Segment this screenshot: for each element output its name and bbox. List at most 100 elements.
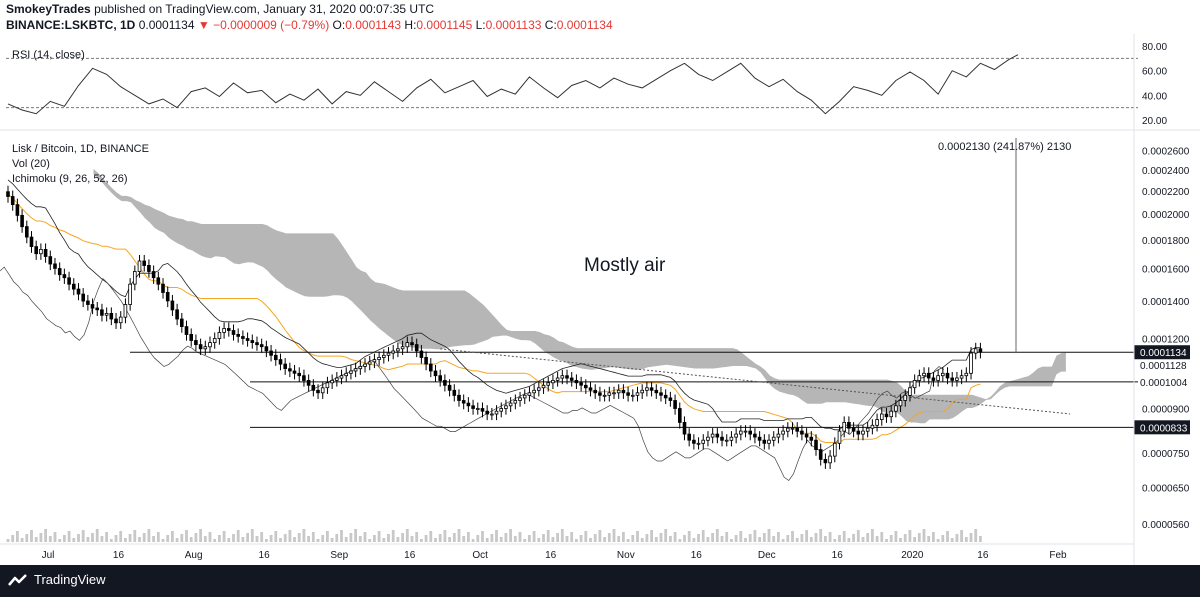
volume-bar	[889, 535, 893, 542]
candle-body	[142, 260, 147, 266]
volume-bar	[838, 535, 841, 542]
volume-bar	[241, 537, 245, 542]
x-tick-label: 16	[977, 550, 989, 561]
volume-bar	[133, 530, 137, 542]
candle-body	[678, 408, 682, 423]
rsi-line	[7, 54, 1019, 115]
x-tick-label: 16	[691, 550, 703, 561]
volume-bar	[387, 534, 390, 542]
candle-body	[837, 430, 842, 444]
candle-body	[198, 344, 203, 350]
volume-bar	[377, 531, 381, 542]
annotation-mostly-air: Mostly air	[584, 255, 666, 276]
candle-body	[161, 283, 165, 293]
volume-bar	[861, 537, 865, 542]
volume-bar	[913, 537, 916, 542]
volume-bar	[363, 532, 367, 542]
candle-body	[569, 377, 574, 381]
candle-body	[62, 274, 67, 279]
volume-bar	[321, 535, 325, 542]
volume-bar	[326, 531, 329, 542]
volume-bar	[344, 537, 348, 542]
main-title: Lisk / Bitcoin, 1D, BINANCE	[12, 143, 149, 155]
volume-bar	[908, 530, 912, 542]
volume-bar	[457, 529, 461, 542]
volume-bar	[791, 531, 794, 542]
volume-bar	[72, 538, 76, 542]
volume-bar	[899, 538, 902, 542]
volume-bar	[560, 529, 564, 542]
volume-bar	[885, 539, 888, 542]
volume-bar	[250, 529, 254, 542]
x-tick-label: Jul	[42, 550, 55, 561]
volume-bar	[6, 539, 10, 542]
candle-body	[818, 449, 823, 460]
candle-body	[922, 372, 926, 377]
volume-bar	[476, 535, 480, 542]
candle-body	[522, 394, 527, 399]
volume-bar	[405, 529, 409, 542]
candle-body	[250, 340, 255, 343]
volume-bar	[819, 529, 823, 542]
candle-body	[109, 312, 114, 320]
volume-bar	[297, 533, 301, 542]
volume-bar	[941, 535, 945, 542]
candle-body	[34, 246, 38, 255]
candle-body	[461, 400, 466, 404]
volume-bar	[654, 537, 658, 542]
volume-bar	[856, 530, 860, 542]
candle-body	[880, 413, 884, 420]
candle-body	[508, 402, 513, 407]
volume-bar	[697, 534, 700, 542]
candle-body	[593, 389, 597, 394]
candle-body	[330, 379, 334, 384]
volume-bar	[373, 535, 376, 542]
candle-body	[165, 291, 170, 302]
candle-body	[579, 382, 583, 386]
volume-bar	[800, 534, 804, 542]
volume-bar	[462, 536, 466, 542]
candle-body	[457, 394, 461, 401]
volume-bar	[669, 536, 672, 542]
candle-body	[884, 413, 889, 418]
volume-bar	[142, 533, 146, 542]
candle-body	[598, 392, 602, 396]
candle-body	[504, 405, 508, 409]
volume-bar	[894, 531, 898, 542]
candle-body	[941, 372, 945, 377]
volume-bar	[946, 531, 949, 542]
candle-body	[729, 436, 734, 441]
volume-bar	[199, 529, 202, 542]
volume-bar	[213, 539, 217, 542]
candle-body	[612, 392, 616, 395]
price-chart[interactable]: 80.00 60.00 40.00 20.00 RSI (14, close) 0.00…	[0, 34, 1200, 565]
price-label-box	[1134, 345, 1190, 360]
volume-bar	[523, 539, 527, 542]
candle-body	[532, 389, 536, 394]
candle-body	[973, 348, 978, 354]
main-pane: 0.0002130 (241.87%) 2130 Lisk / Bitcoin, …	[0, 138, 1138, 542]
volume-bar	[603, 537, 606, 542]
volume-bar	[711, 533, 714, 542]
author-name[interactable]: SmokeyTrades	[6, 2, 91, 16]
candle-body	[518, 397, 522, 401]
candle-body	[978, 348, 983, 353]
candle-body	[475, 408, 480, 410]
candle-body	[649, 387, 654, 391]
volume-bar	[781, 539, 785, 542]
candle-body	[527, 392, 532, 396]
volume-bar	[124, 538, 127, 542]
candle-body	[128, 283, 132, 305]
volume-bar	[730, 539, 733, 542]
candle-body	[283, 363, 287, 370]
volume-bar	[11, 535, 15, 542]
candle-body	[480, 408, 485, 412]
volume-bar	[44, 529, 47, 542]
rsi-y-tick: 80.00	[1142, 42, 1167, 53]
candle-body	[696, 442, 701, 445]
candle-body	[945, 372, 950, 379]
tradingview-logo[interactable]: TradingView	[8, 572, 106, 587]
candle-body	[494, 410, 499, 415]
volume-bar	[927, 536, 931, 542]
price-label: 0.0001004	[1140, 378, 1188, 389]
